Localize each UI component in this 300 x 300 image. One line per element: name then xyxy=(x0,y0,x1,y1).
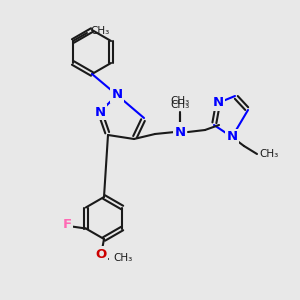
Text: N: N xyxy=(174,125,186,139)
Text: CH₃: CH₃ xyxy=(90,26,109,36)
Text: N: N xyxy=(212,97,224,110)
Text: N: N xyxy=(174,124,186,136)
Text: F: F xyxy=(62,218,71,231)
Text: N: N xyxy=(94,106,106,118)
Text: O: O xyxy=(95,248,106,260)
Text: CH₃: CH₃ xyxy=(170,96,190,106)
Text: CH₃: CH₃ xyxy=(113,253,132,263)
Text: CH₃: CH₃ xyxy=(170,100,190,110)
Text: N: N xyxy=(111,88,123,101)
Text: N: N xyxy=(226,130,238,143)
Text: CH₃: CH₃ xyxy=(259,149,278,159)
